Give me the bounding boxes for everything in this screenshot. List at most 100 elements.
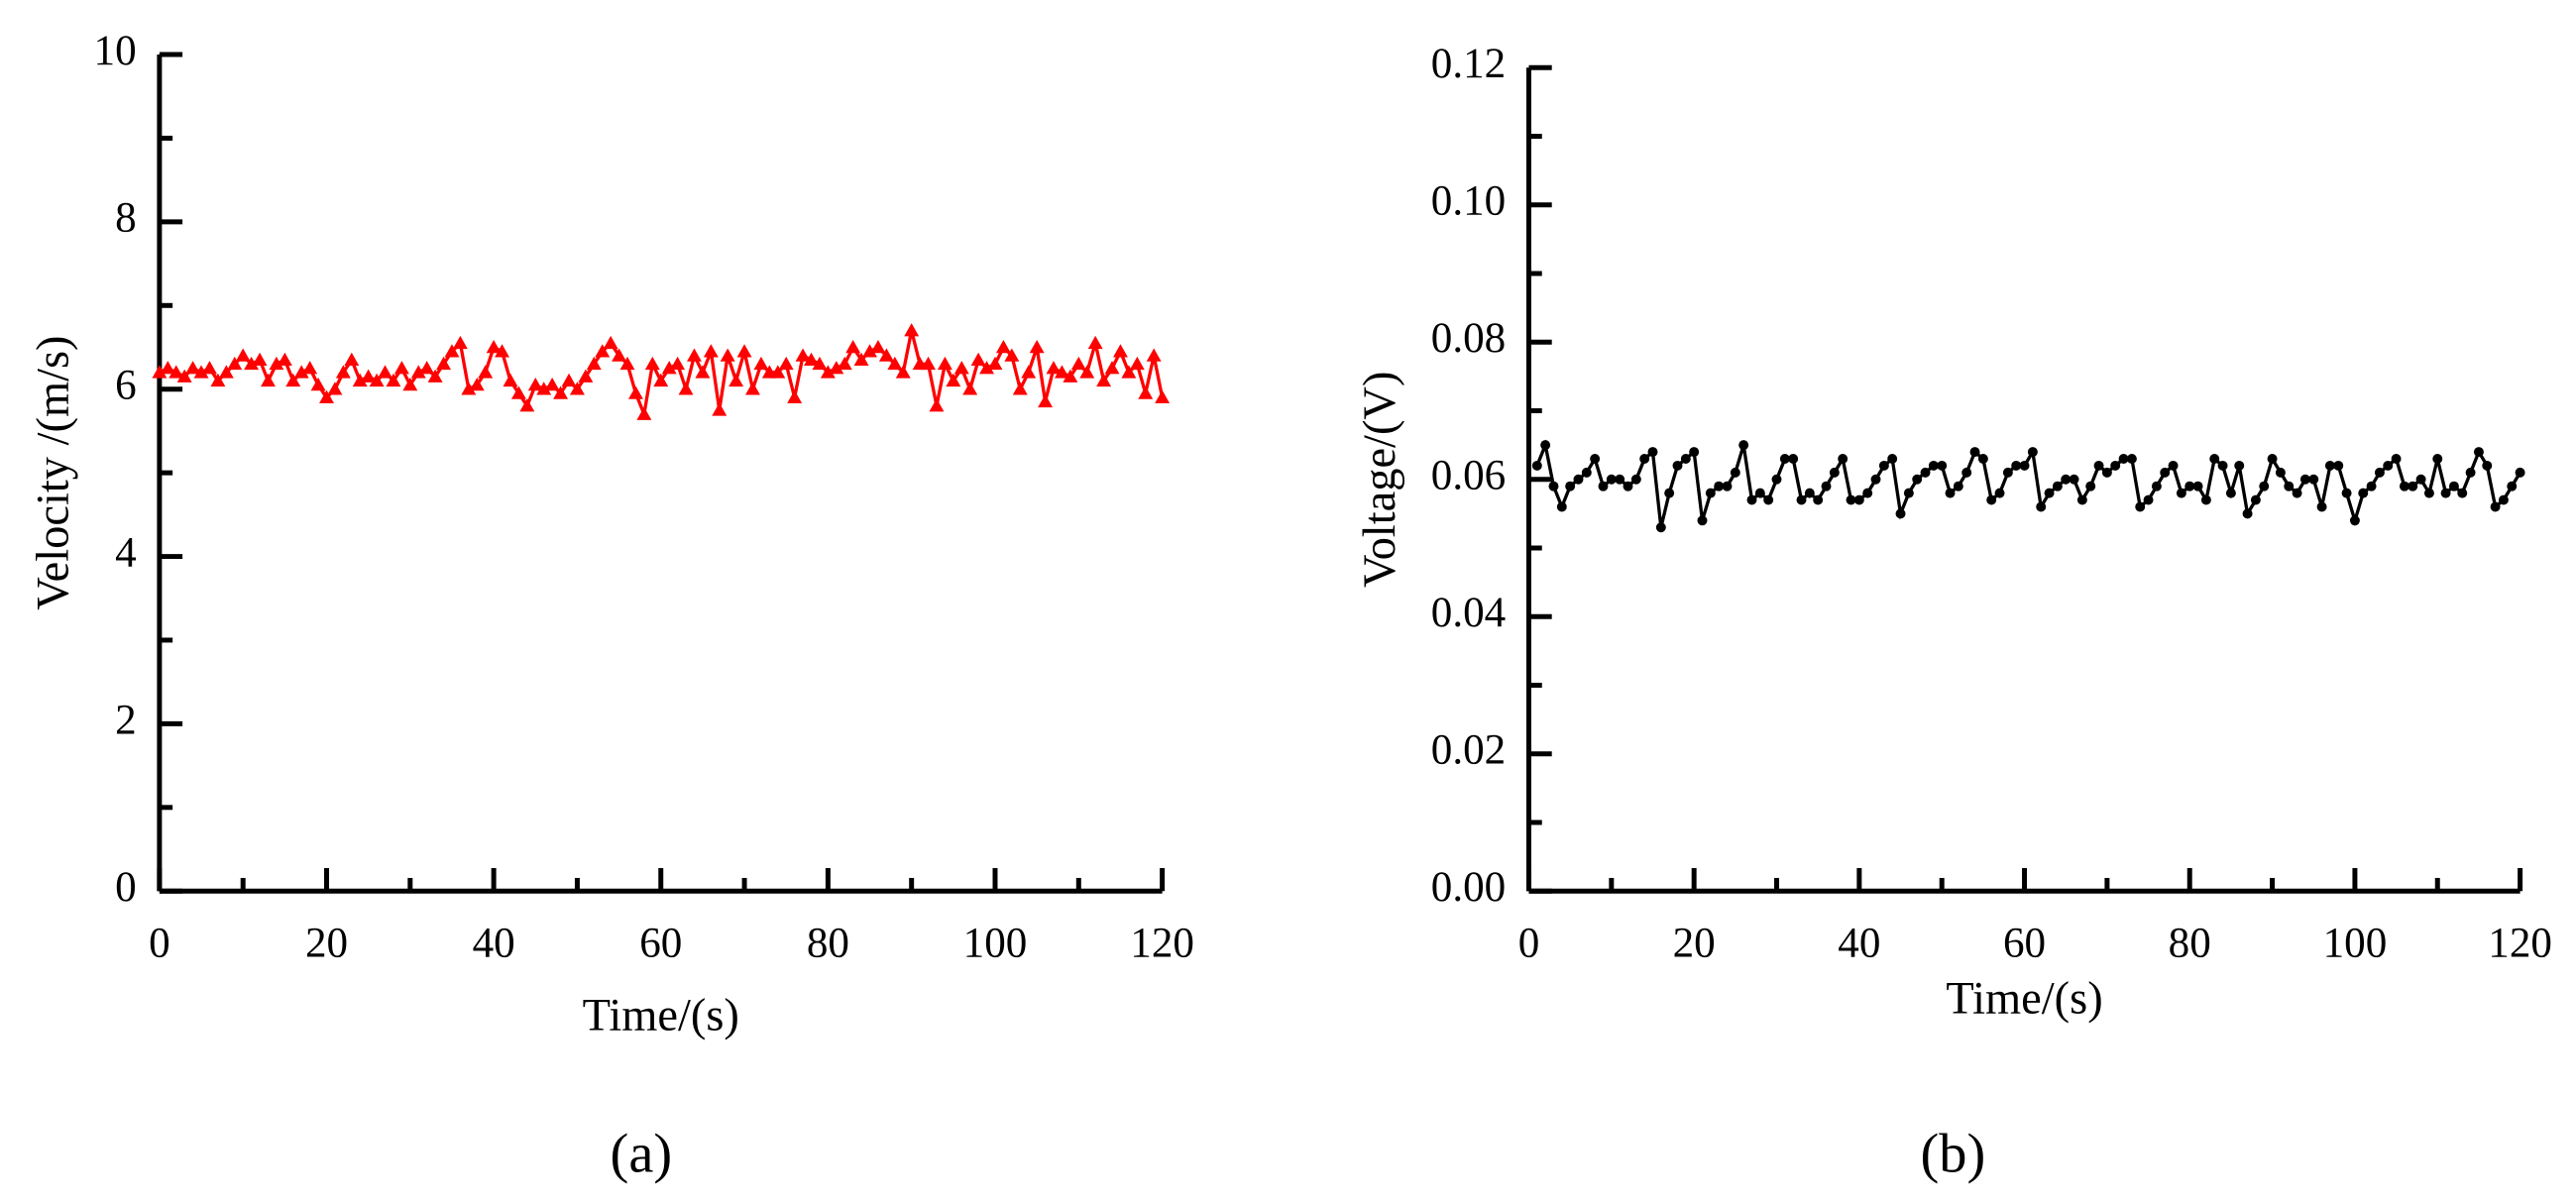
- data-point: [1862, 488, 1873, 498]
- data-point: [687, 348, 702, 362]
- data-point: [444, 344, 460, 358]
- x-tick-label: 120: [1130, 921, 1194, 967]
- data-point: [1548, 481, 1559, 492]
- data-point: [586, 356, 602, 371]
- data-point: [2052, 481, 2063, 492]
- data-point: [2275, 467, 2286, 478]
- data-point: [736, 344, 752, 358]
- data-point: [1680, 454, 1691, 464]
- data-point: [787, 389, 803, 403]
- data-point: [210, 373, 226, 387]
- data-point: [2027, 447, 2038, 458]
- data-point: [2242, 508, 2253, 519]
- data-point: [2168, 460, 2179, 471]
- y-tick-label: 0.04: [1431, 590, 1506, 636]
- data-point: [1838, 454, 1848, 464]
- data-point: [160, 361, 175, 375]
- x-tick-label: 60: [2003, 921, 2046, 967]
- data-point: [2324, 460, 2335, 471]
- data-point: [1977, 454, 1988, 464]
- data-point: [185, 361, 201, 375]
- data-point: [2200, 494, 2211, 505]
- data-point: [1714, 481, 1725, 492]
- data-point: [1953, 481, 1963, 492]
- data-point: [2448, 481, 2459, 492]
- data-point: [1615, 474, 1625, 485]
- data-point: [653, 373, 669, 387]
- data-point: [1887, 454, 1898, 464]
- data-point: [2366, 481, 2377, 492]
- data-point: [2011, 460, 2022, 471]
- data-point: [1697, 515, 1708, 526]
- data-point: [636, 406, 652, 420]
- data-point: [1788, 454, 1799, 464]
- data-point: [327, 382, 343, 395]
- data-point: [1994, 488, 2005, 498]
- data-point: [1070, 356, 1086, 371]
- data-point: [1779, 454, 1790, 464]
- data-point: [2374, 467, 2385, 478]
- data-point: [2498, 494, 2509, 505]
- data-point: [2482, 460, 2493, 471]
- data-point: [1004, 348, 1020, 362]
- data-point: [1895, 508, 1906, 519]
- data-point: [402, 378, 418, 391]
- panel-label: (a): [611, 1124, 673, 1185]
- data-point: [753, 356, 769, 371]
- data-point: [261, 373, 276, 387]
- y-tick-label: 0.12: [1431, 41, 1506, 87]
- data-point: [2292, 488, 2302, 498]
- data-point: [2002, 467, 2013, 478]
- data-point: [661, 361, 677, 375]
- data-point: [812, 356, 828, 371]
- data-point: [452, 335, 468, 350]
- data-point: [837, 356, 852, 371]
- data-point: [995, 340, 1011, 354]
- data-point: [202, 361, 217, 375]
- data-point: [1903, 488, 1914, 498]
- data-point: [878, 348, 894, 362]
- data-point: [2457, 488, 2468, 498]
- data-point: [979, 361, 995, 375]
- data-point: [461, 382, 477, 395]
- data-point: [1021, 365, 1037, 379]
- data-point: [2069, 474, 2079, 485]
- data-point: [527, 378, 543, 391]
- data-point: [486, 340, 502, 354]
- data-point: [795, 348, 811, 362]
- data-point: [2217, 460, 2228, 471]
- x-axis-label: Time/(s): [583, 990, 739, 1040]
- data-point: [1763, 494, 1774, 505]
- data-point: [1853, 494, 1864, 505]
- data-point: [1664, 488, 1675, 498]
- data-point: [1598, 481, 1609, 492]
- data-point: [2184, 481, 2195, 492]
- data-point: [627, 385, 643, 399]
- data-point: [2110, 460, 2121, 471]
- y-tick-label: 8: [115, 195, 137, 242]
- data-point: [720, 348, 735, 362]
- x-tick-label: 60: [639, 921, 682, 967]
- data-point: [519, 398, 535, 412]
- data-point: [820, 365, 836, 379]
- data-point: [2473, 447, 2484, 458]
- data-point: [1846, 494, 1856, 505]
- data-point: [1829, 467, 1840, 478]
- data-point: [2019, 460, 2030, 471]
- data-point: [2044, 488, 2055, 498]
- data-point: [2209, 454, 2220, 464]
- data-point: [770, 365, 786, 379]
- data-point: [419, 361, 435, 375]
- data-point: [285, 373, 301, 387]
- data-point: [469, 378, 485, 391]
- data-point: [1054, 365, 1069, 379]
- data-point: [2299, 474, 2310, 485]
- data-point: [2349, 515, 2360, 526]
- data-point: [2192, 481, 2203, 492]
- data-point: [227, 356, 243, 371]
- data-point: [244, 356, 260, 371]
- x-tick-label: 0: [1518, 921, 1540, 967]
- data-point: [695, 365, 711, 379]
- data-point: [595, 344, 611, 358]
